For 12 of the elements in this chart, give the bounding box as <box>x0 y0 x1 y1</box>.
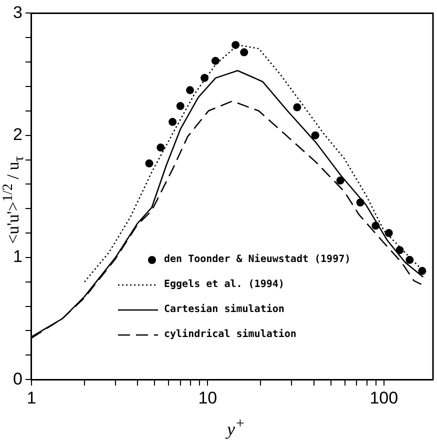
x-tick-label: 10 <box>198 388 218 408</box>
legend-label: cylindrical simulation <box>164 329 296 340</box>
y-tick-label: 3 <box>12 2 22 22</box>
x-axis-title: y$^{+}$ <box>226 416 246 440</box>
legend-label: Cartesian simulation <box>164 304 284 315</box>
x-tick-label: 1 <box>26 388 36 408</box>
x-tick-label: 100 <box>370 388 398 408</box>
y-tick-label: 2 <box>12 125 22 144</box>
y-tick-label: 1 <box>12 247 22 266</box>
legend-label: Eggels et al. (1994) <box>164 279 284 290</box>
y-tick-label: 0 <box>12 369 22 388</box>
legend-label: den Toonder & Nieuwstadt (1997) <box>164 254 351 265</box>
